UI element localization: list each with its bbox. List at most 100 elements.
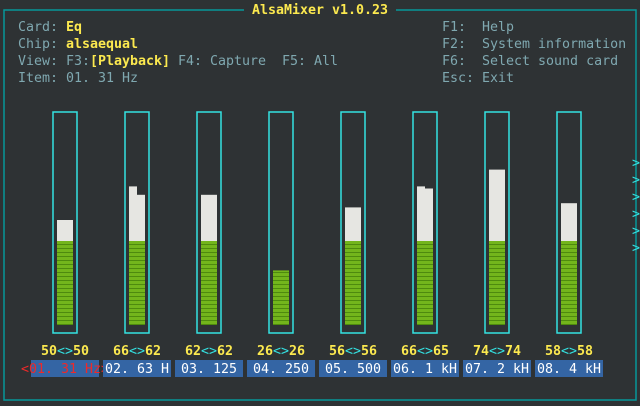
- right-value: 65: [433, 344, 449, 359]
- separator: <>: [129, 344, 145, 359]
- name-bg: [319, 360, 387, 377]
- level-high: [137, 194, 145, 241]
- item-value: 01. 31 Hz: [66, 71, 138, 86]
- separator: <>: [489, 344, 505, 359]
- level-high: [209, 194, 217, 241]
- view-current: [Playback]: [90, 54, 170, 69]
- level-low: [497, 241, 505, 325]
- level-high: [497, 169, 505, 241]
- scroll-indicator: >: [632, 173, 640, 188]
- view-f3: F3:: [66, 54, 90, 69]
- channel-frame: [124, 111, 150, 334]
- channel-frame: [196, 111, 222, 334]
- level-low: [281, 270, 289, 325]
- channel-name: <01. 31 Hz>: [21, 362, 109, 377]
- scroll-indicator: >: [632, 224, 640, 239]
- view-f5: F5: All: [282, 54, 338, 69]
- channel-name: 05. 500: [325, 362, 381, 377]
- item-label: Item:: [18, 71, 58, 86]
- right-value: 50: [73, 344, 89, 359]
- chip-value: alsaequal: [66, 37, 138, 52]
- channel-name: 02. 63 H: [105, 362, 169, 377]
- scroll-indicator: >: [632, 207, 640, 222]
- level-high: [489, 169, 497, 241]
- left-value: 58: [545, 344, 561, 359]
- key: F6:: [442, 54, 466, 69]
- level-high: [569, 203, 577, 241]
- key-action: Select sound card: [482, 54, 618, 69]
- right-value: 56: [361, 344, 377, 359]
- separator: <>: [57, 344, 73, 359]
- channel-frame: [484, 111, 510, 334]
- level-low: [201, 241, 209, 325]
- right-value: 62: [145, 344, 161, 359]
- key-action: Help: [482, 20, 514, 35]
- key-action: Exit: [482, 71, 514, 86]
- level-low: [561, 241, 569, 325]
- separator: <>: [273, 344, 289, 359]
- key: F2:: [442, 37, 466, 52]
- separator: <>: [417, 344, 433, 359]
- channel-frame: [412, 111, 438, 334]
- left-value: 56: [329, 344, 345, 359]
- left-value: 74: [473, 344, 489, 359]
- scroll-indicator: >: [632, 241, 640, 256]
- channel-frame: [52, 111, 78, 334]
- level-low: [425, 241, 433, 325]
- title-bg: [244, 2, 396, 18]
- level-low: [273, 270, 281, 325]
- level-low: [137, 241, 145, 325]
- channel-name: 06. 1 kH: [393, 362, 457, 377]
- separator: <>: [561, 344, 577, 359]
- level-high: [345, 207, 353, 241]
- left-value: 50: [41, 344, 57, 359]
- name-bg: [391, 360, 459, 377]
- view-f4: F4: Capture: [178, 54, 266, 69]
- name-bg: [247, 360, 315, 377]
- separator: <>: [345, 344, 361, 359]
- level-high: [561, 203, 569, 241]
- scroll-indicator: >: [632, 156, 640, 171]
- channel-frame: [556, 111, 582, 334]
- right-value: 74: [505, 344, 521, 359]
- chip-label: Chip:: [18, 37, 58, 52]
- level-low: [65, 241, 73, 325]
- key-action: System information: [482, 37, 626, 52]
- view-label: View:: [18, 54, 58, 69]
- left-value: 66: [401, 344, 417, 359]
- channel-name: 03. 125: [181, 362, 237, 377]
- name-bg: [103, 360, 171, 377]
- channel-name: 07. 2 kH: [465, 362, 529, 377]
- right-value: 62: [217, 344, 233, 359]
- left-value: 66: [113, 344, 129, 359]
- level-low: [129, 241, 137, 325]
- level-low: [569, 241, 577, 325]
- name-bg: [535, 360, 603, 377]
- channel-name: 08. 4 kH: [537, 362, 601, 377]
- name-bg: [31, 360, 99, 377]
- level-high: [65, 220, 73, 241]
- level-low: [353, 241, 361, 325]
- separator: <>: [201, 344, 217, 359]
- name-bg: [463, 360, 531, 377]
- right-value: 26: [289, 344, 305, 359]
- channel-name: 04. 250: [253, 362, 309, 377]
- channel-frame: [268, 111, 294, 334]
- level-high: [353, 207, 361, 241]
- name-bg: [175, 360, 243, 377]
- card-value: Eq: [66, 20, 82, 35]
- level-high: [129, 186, 137, 241]
- card-label: Card:: [18, 20, 58, 35]
- title: AlsaMixer v1.0.23: [252, 2, 388, 18]
- level-low: [57, 241, 65, 325]
- level-low: [209, 241, 217, 325]
- key: F1:: [442, 20, 466, 35]
- left-value: 26: [257, 344, 273, 359]
- channel-frame: [340, 111, 366, 334]
- level-high: [201, 194, 209, 241]
- level-high: [425, 188, 433, 241]
- level-low: [489, 241, 497, 325]
- left-value: 62: [185, 344, 201, 359]
